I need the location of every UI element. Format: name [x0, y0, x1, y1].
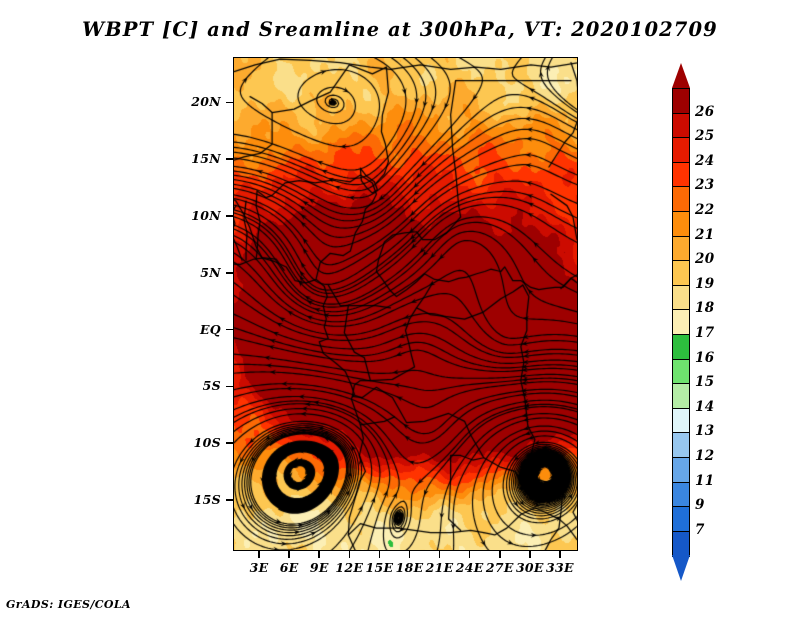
x-axis-label: 30E [515, 560, 544, 575]
x-axis-label: 3E [249, 560, 269, 575]
colorbar-tick-label: 11 [695, 472, 715, 489]
colorbar-tick-label: 17 [695, 325, 715, 341]
colorbar-tick-label: 23 [695, 177, 715, 194]
colorbar-segment [672, 186, 690, 213]
y-axis-tick [226, 101, 233, 104]
x-axis-tick [258, 551, 260, 558]
colorbar-tick-label: 19 [695, 275, 715, 292]
colorbar-segment [672, 161, 690, 188]
colorbar-segment [672, 235, 690, 262]
colorbar-tick-label: 9 [695, 497, 705, 514]
colorbar-segment [672, 383, 690, 410]
colorbar-segment [672, 88, 690, 114]
colorbar-tick-label: 13 [695, 423, 715, 440]
colorbar-min-arrow [672, 555, 690, 582]
colorbar-segment [672, 506, 690, 533]
x-axis-label: 6E [279, 560, 299, 575]
colorbar-segment [672, 530, 690, 557]
y-axis-tick [226, 442, 233, 444]
x-axis-tick [318, 551, 321, 558]
streamline-overlay [234, 58, 577, 550]
colorbar-tick-label: 7 [695, 521, 705, 538]
y-axis-tick [226, 271, 233, 274]
colorbar-segment [672, 137, 690, 164]
x-axis-label: 15E [365, 560, 394, 575]
colorbar-tick-label: 21 [695, 226, 715, 243]
colorbar-tick-label: 16 [695, 349, 715, 366]
y-axis-label: 15S [193, 491, 221, 507]
y-axis-label: EQ [199, 321, 221, 337]
y-axis-label: 5S [202, 378, 221, 394]
grads-credit: GrADS: IGES/COLA [6, 598, 131, 611]
map-plot-area [233, 57, 578, 551]
colorbar-segment [672, 432, 690, 459]
x-axis-label: 33E [546, 560, 574, 575]
colorbar-segment [672, 284, 690, 311]
x-axis-label: 24E [455, 560, 484, 575]
colorbar-segment [672, 407, 690, 434]
colorbar-segment [672, 211, 690, 237]
colorbar-segment [672, 260, 690, 287]
y-axis-tick [226, 158, 233, 160]
x-axis-tick [348, 551, 351, 558]
colorbar-tick-label: 24 [695, 152, 715, 169]
colorbar: 26 25 24 23 22 21 20 19 18 17 16 15 14 13 12 11 9 7 [672, 63, 714, 582]
x-axis-tick [529, 551, 531, 558]
y-axis-tick [226, 499, 233, 501]
y-axis-label: 10S [193, 435, 221, 451]
colorbar-segment [672, 481, 690, 508]
y-axis-label: 20N [191, 94, 221, 110]
x-axis-label: 18E [395, 560, 424, 575]
colorbar-max-arrow [672, 63, 690, 88]
x-axis-tick [288, 551, 290, 558]
colorbar-segment [672, 358, 690, 385]
colorbar-segment [672, 457, 690, 483]
x-axis-label: 12E [335, 560, 364, 575]
x-axis-tick [559, 551, 561, 558]
x-axis-label: 9E [309, 560, 329, 575]
y-axis-label: 15N [191, 151, 221, 167]
colorbar-tick-label: 15 [695, 374, 715, 391]
colorbar-tick-label: 22 [695, 202, 715, 218]
colorbar-segment [672, 334, 690, 360]
y-axis-tick [226, 215, 233, 217]
colorbar-tick-label: 25 [695, 128, 715, 145]
x-axis-tick [378, 551, 381, 558]
x-axis-tick [438, 551, 441, 558]
x-axis-tick [468, 551, 471, 558]
colorbar-segment [672, 112, 690, 139]
y-axis-tick [226, 328, 233, 331]
colorbar-tick-label: 14 [695, 398, 715, 415]
colorbar-tick-label: 18 [695, 300, 715, 317]
page-title: WBPT [C] and Sreamline at 300hPa, VT: 20… [82, 18, 718, 41]
x-axis-label: 27E [485, 560, 514, 575]
colorbar-segment [672, 309, 690, 336]
y-axis-tick [226, 385, 233, 388]
colorbar-tick-label: 20 [695, 251, 715, 268]
colorbar-tick-label: 26 [695, 103, 715, 120]
y-axis-label: 5N [200, 264, 221, 280]
x-axis-tick [408, 551, 411, 558]
x-axis-label: 21E [425, 560, 454, 575]
y-axis-label: 10N [191, 207, 221, 223]
colorbar-tick-label: 12 [695, 448, 715, 464]
x-axis-tick [498, 551, 501, 558]
